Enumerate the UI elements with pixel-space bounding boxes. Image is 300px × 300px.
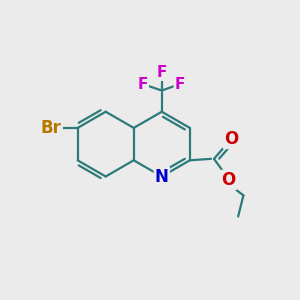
- Text: O: O: [224, 130, 238, 148]
- Text: F: F: [137, 76, 148, 92]
- Text: O: O: [221, 171, 236, 189]
- Text: F: F: [175, 76, 185, 92]
- Text: Br: Br: [41, 119, 62, 137]
- Text: N: N: [155, 167, 169, 185]
- Text: F: F: [157, 65, 167, 80]
